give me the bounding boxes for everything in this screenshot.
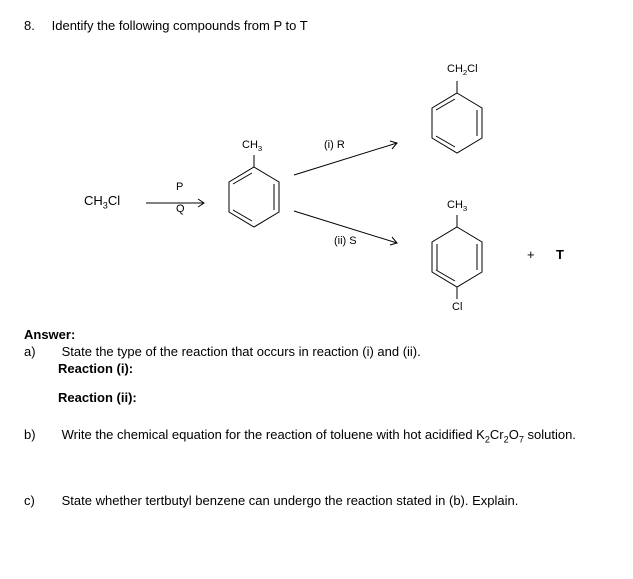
label-ii-s: (ii) S [334, 235, 357, 247]
label-p: P [176, 181, 183, 193]
arrow-i [289, 135, 409, 185]
question-line: 8. Identify the following compounds from… [24, 18, 609, 33]
part-a: a) State the type of the reaction that o… [24, 344, 609, 405]
prod2-ch: CH [447, 199, 463, 211]
part-c-text: State whether tertbutyl benzene can unde… [62, 493, 602, 508]
p-chlorotoluene-top: CH3 [447, 199, 467, 213]
reaction-ii-label: Reaction (ii): [58, 390, 609, 405]
prod2-sub3: 3 [463, 204, 467, 213]
part-c-label: c) [24, 493, 58, 508]
toluene-sub3: 3 [258, 144, 262, 153]
part-b-after: solution. [524, 427, 576, 442]
part-a-text: State the type of the reaction that occu… [62, 344, 602, 359]
reagent-chloromethane: CH3Cl [84, 193, 120, 211]
toluene-ring [219, 153, 289, 243]
prod1-cl: Cl [467, 63, 477, 75]
part-a-label: a) [24, 344, 58, 359]
part-b-label: b) [24, 427, 58, 442]
part-c: c) State whether tertbutyl benzene can u… [24, 493, 609, 508]
part-b-text: Write the chemical equation for the reac… [62, 427, 602, 445]
question-number: 8. [24, 18, 48, 33]
compound-t: T [556, 247, 564, 262]
label-q: Q [176, 203, 185, 215]
part-b-mid1: Cr [490, 427, 504, 442]
reagent-ch: CH [84, 193, 103, 208]
prod1-ch: CH [447, 63, 463, 75]
benzyl-chloride-ring [422, 79, 492, 169]
plus-sign: + [527, 247, 535, 262]
reagent-cl: Cl [108, 193, 120, 208]
label-i-r: (i) R [324, 139, 345, 151]
reaction-scheme: CH3Cl P Q CH3 (i) R (ii) S CH2Cl [24, 43, 609, 323]
answer-heading: Answer: [24, 327, 609, 342]
p-chlorotoluene-ring [422, 213, 492, 313]
reaction-i-label: Reaction (i): [58, 361, 609, 376]
part-b-mid2: O [509, 427, 519, 442]
part-b: b) Write the chemical equation for the r… [24, 427, 609, 445]
question-prompt: Identify the following compounds from P … [52, 18, 308, 33]
benzyl-chloride-substituent: CH2Cl [447, 63, 478, 77]
part-b-before: Write the chemical equation for the reac… [62, 427, 485, 442]
toluene-ch: CH [242, 139, 258, 151]
answer-section: Answer: a) State the type of the reactio… [24, 327, 609, 508]
p-chlorotoluene-bottom: Cl [452, 301, 462, 313]
toluene-substituent: CH3 [242, 139, 262, 153]
